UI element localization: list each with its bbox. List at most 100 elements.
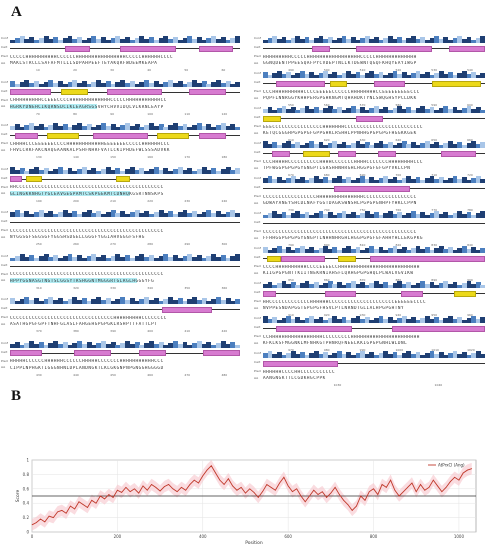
confidence-segment bbox=[466, 180, 472, 183]
confidence-segment bbox=[383, 319, 389, 323]
confidence-segment bbox=[220, 82, 226, 87]
position-number: 460 bbox=[147, 372, 153, 377]
helix-segment bbox=[10, 176, 22, 182]
confidence-segment bbox=[101, 340, 107, 348]
confidence-segment bbox=[327, 249, 333, 253]
confidence-segment bbox=[187, 36, 193, 43]
confidence-segment bbox=[323, 246, 328, 253]
confidence-segment bbox=[29, 254, 35, 261]
confidence-segment bbox=[163, 127, 169, 130]
confidence-segment bbox=[62, 301, 68, 304]
confidence-segment bbox=[350, 180, 356, 183]
confidence-segment bbox=[383, 144, 389, 148]
confidence-segment bbox=[29, 168, 35, 174]
confidence-segment bbox=[177, 298, 183, 304]
confidence-segment bbox=[77, 214, 83, 217]
position-number: 800 bbox=[323, 243, 330, 247]
confidence-segment bbox=[392, 71, 398, 78]
confidence-bar bbox=[263, 316, 486, 323]
confidence-segment bbox=[230, 169, 236, 174]
confidence-segment bbox=[225, 40, 231, 43]
row-label-pred: Pred bbox=[254, 264, 261, 268]
confidence-segment bbox=[401, 247, 407, 253]
confidence-segment bbox=[168, 170, 174, 174]
confidence-segment bbox=[91, 253, 97, 261]
confidence-segment bbox=[448, 109, 453, 113]
confidence-segment bbox=[62, 341, 68, 348]
cartoon-track bbox=[263, 149, 485, 158]
position-number: 470 bbox=[184, 372, 191, 377]
confidence-segment bbox=[420, 180, 426, 183]
confidence-segment bbox=[267, 176, 273, 183]
confidence-segment bbox=[230, 124, 236, 130]
score-point bbox=[99, 495, 101, 497]
confidence-segment bbox=[443, 143, 449, 148]
helix-segment bbox=[356, 45, 432, 52]
confidence-segment bbox=[424, 141, 430, 148]
disorder-score-plot: 0 0.2 0.4 0.6 0.8 1 0 200 400 600 800 1000 Position S… bbox=[15, 458, 477, 546]
score-point bbox=[279, 482, 280, 484]
x-tick-label: 800 bbox=[370, 534, 378, 539]
amino-acid-sequence: AANGNGKTTLCGDKHGCPPK bbox=[263, 376, 326, 381]
row-label-cart: Cart bbox=[254, 325, 261, 329]
confidence-segment bbox=[177, 212, 183, 217]
confidence-segment bbox=[105, 126, 111, 130]
position-number: 270 bbox=[110, 242, 116, 246]
confidence-segment bbox=[378, 316, 384, 323]
score-point bbox=[138, 492, 140, 494]
cartoon-track bbox=[263, 44, 485, 53]
confidence-segment bbox=[211, 127, 217, 130]
position-ruler: 310 320 330 340 350 360 bbox=[10, 286, 240, 290]
helix-segment bbox=[203, 350, 240, 356]
psipred-block: Conf Cart Pred AA CCCCCHHHHHHHHHHCCCCCCHHHHH… bbox=[0, 36, 244, 76]
confidence-segment bbox=[14, 255, 20, 261]
confidence-segment bbox=[434, 73, 439, 78]
confidence-segment bbox=[14, 38, 20, 43]
score-point bbox=[40, 518, 41, 520]
confidence-segment bbox=[53, 123, 59, 130]
confidence-segment bbox=[448, 141, 453, 148]
confidence-segment bbox=[457, 354, 463, 358]
amino-acid-sequence: GLINGKKNHGTYGCEAVGEGPAMTCSKPGEKMTCDNHQKG… bbox=[10, 191, 164, 197]
confidence-bar bbox=[263, 281, 486, 288]
score-point bbox=[262, 491, 263, 493]
confidence-segment bbox=[374, 355, 379, 358]
confidence-segment bbox=[415, 108, 421, 113]
confidence-segment bbox=[424, 40, 430, 43]
row-label-cart: Cart bbox=[254, 45, 261, 49]
confidence-segment bbox=[461, 145, 467, 148]
confidence-segment bbox=[115, 344, 121, 348]
row-label-cart: Cart bbox=[1, 175, 8, 180]
row-label-pred: Pred bbox=[1, 141, 8, 145]
confidence-segment bbox=[471, 109, 476, 113]
confidence-segment bbox=[144, 39, 150, 43]
confidence-segment bbox=[360, 107, 365, 113]
confidence-segment bbox=[43, 36, 49, 43]
confidence-segment bbox=[86, 341, 92, 348]
confidence-segment bbox=[438, 214, 444, 218]
confidence-bar bbox=[10, 210, 241, 217]
score-point bbox=[381, 484, 383, 485]
position-number: 930 bbox=[359, 313, 366, 317]
helix-segment bbox=[391, 325, 485, 332]
confidence-segment bbox=[129, 343, 135, 348]
confidence-segment bbox=[337, 282, 342, 288]
confidence-segment bbox=[38, 341, 44, 348]
confidence-bar bbox=[10, 123, 241, 130]
confidence-segment bbox=[411, 179, 416, 183]
confidence-segment bbox=[327, 318, 333, 323]
confidence-segment bbox=[313, 75, 319, 78]
confidence-segment bbox=[457, 36, 463, 43]
score-point bbox=[210, 465, 212, 467]
confidence-segment bbox=[429, 351, 435, 358]
confidence-segment bbox=[295, 248, 301, 253]
confidence-segment bbox=[304, 249, 310, 253]
cartoon-track bbox=[263, 219, 485, 228]
confidence-segment bbox=[148, 82, 154, 87]
confidence-segment bbox=[201, 126, 207, 130]
row-label-cart: Cart bbox=[1, 349, 8, 354]
confidence-segment bbox=[53, 300, 59, 304]
amino-acid-sequence: ASATHGPGFGPFTNHFGLASLFAHGEHGPGPGKLRSHPTT… bbox=[10, 322, 158, 327]
prediction-sequence: CCCHHHHHCCCCCCCCCCHHHHCCCCCCCHHHHCCCCCCC… bbox=[263, 159, 423, 165]
confidence-segment bbox=[480, 36, 486, 43]
